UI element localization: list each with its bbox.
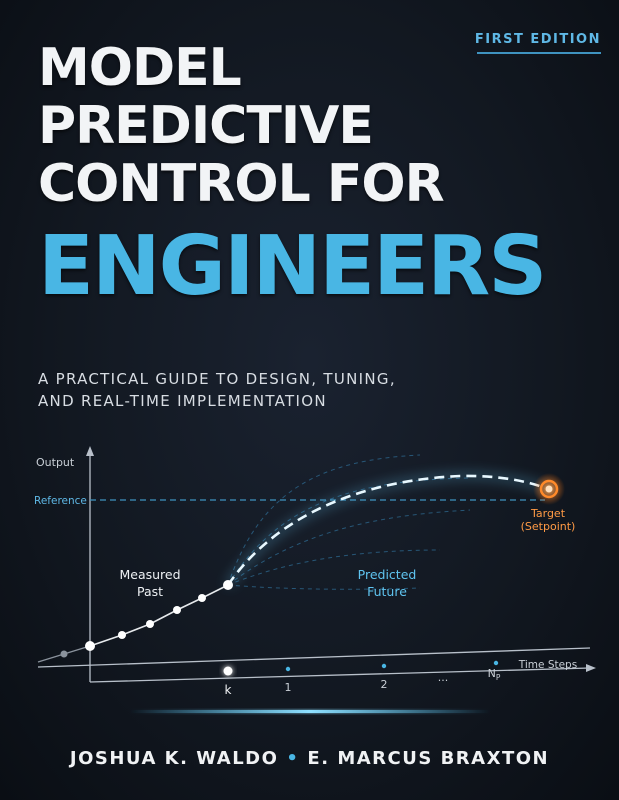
predicted-trajectory <box>226 474 546 586</box>
measured-past-line <box>89 584 229 647</box>
tick-label-np-sub: P <box>496 673 501 682</box>
target-label-line-2: (Setpoint) <box>521 520 576 533</box>
measured-label-line-2: Past <box>137 584 163 599</box>
x-axis-perspective <box>37 647 591 668</box>
subtitle: A PRACTICAL GUIDE TO DESIGN, TUNING, AND… <box>38 368 396 412</box>
title-line-2: PREDICTIVE <box>38 96 374 156</box>
y-axis-arrow-icon <box>86 446 94 456</box>
subtitle-line-2: AND REAL-TIME IMPLEMENTATION <box>38 392 327 410</box>
x-axis <box>89 667 591 683</box>
title-line-4: ENGINEERS <box>38 219 547 314</box>
tick-label-1: 1 <box>285 681 292 694</box>
current-point <box>223 580 233 590</box>
past-point <box>198 594 206 602</box>
author-separator: • <box>286 748 300 769</box>
tick-k-marker <box>223 666 233 676</box>
x-axis-label: Time Steps <box>518 659 577 671</box>
x-axis-arrow-icon <box>586 664 596 672</box>
tick-marker <box>381 663 387 669</box>
tick-marker <box>285 666 291 672</box>
tick-label-np: NP <box>488 667 501 682</box>
prediction-fan <box>227 454 471 590</box>
tick-label-ellipsis: ... <box>438 671 449 684</box>
mpc-diagram: Output Reference Measured Past Predicted… <box>34 446 596 713</box>
title-line-1: MODEL <box>38 38 242 98</box>
tick-label-np-main: N <box>488 667 496 680</box>
target-ring <box>539 479 559 499</box>
axes <box>37 446 596 683</box>
past-point <box>85 641 95 651</box>
reference-label: Reference <box>34 495 87 507</box>
tick-label-k: k <box>225 683 232 697</box>
target-icon <box>545 485 553 493</box>
target-label-line-1: Target <box>530 507 566 520</box>
predicted-label-line-2: Future <box>367 584 407 599</box>
author-1: JOSHUA K. WALDO <box>69 748 279 769</box>
floor-glow <box>130 710 490 713</box>
past-point <box>60 650 68 658</box>
predicted-label-line-1: Predicted <box>358 567 417 582</box>
past-point <box>146 620 154 628</box>
subtitle-line-1: A PRACTICAL GUIDE TO DESIGN, TUNING, <box>38 370 396 388</box>
past-point <box>118 631 126 639</box>
tick-label-2: 2 <box>381 678 388 691</box>
measured-label-line-1: Measured <box>119 567 180 582</box>
author-2: E. MARCUS BRAXTON <box>307 748 550 769</box>
past-point <box>173 606 181 614</box>
edition-label: FIRST EDITION <box>474 32 601 47</box>
time-ticks <box>223 660 499 676</box>
edition-underline <box>477 52 601 54</box>
authors: JOSHUA K. WALDO • E. MARCUS BRAXTON <box>0 748 619 769</box>
tick-marker <box>493 660 499 666</box>
title-line-3: CONTROL FOR <box>38 154 445 214</box>
y-axis-label: Output <box>36 456 75 469</box>
